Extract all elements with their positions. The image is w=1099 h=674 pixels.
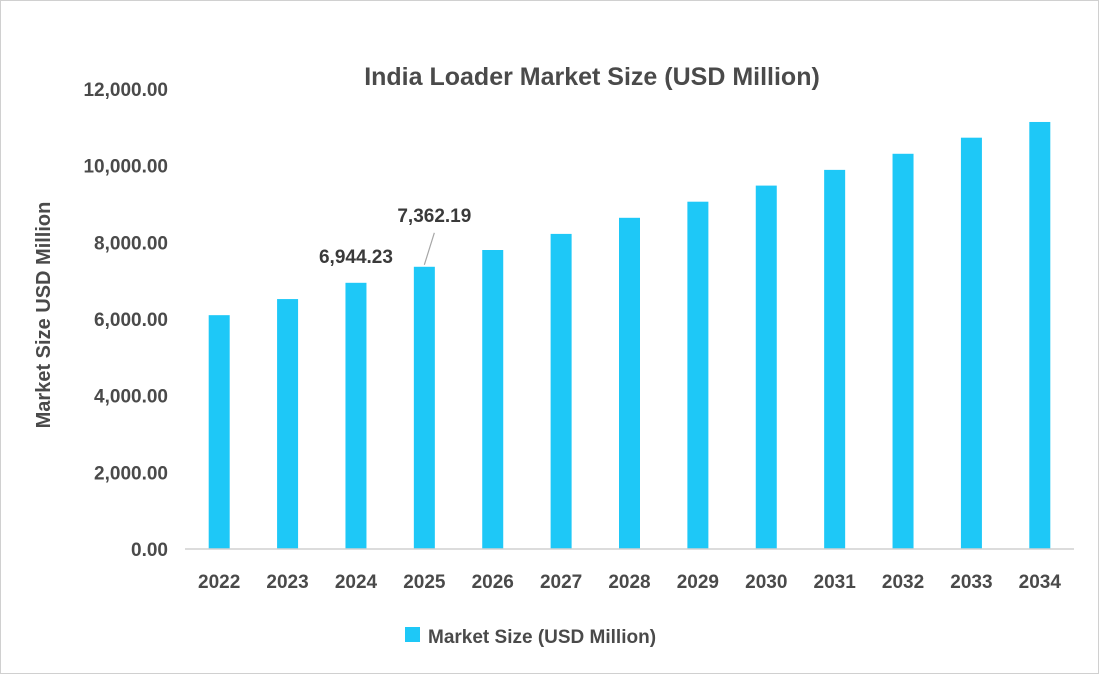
y-tick-label: 4,000.00 xyxy=(94,387,168,408)
bar xyxy=(619,217,640,550)
x-tick-label: 2028 xyxy=(608,572,650,593)
x-tick-label: 2032 xyxy=(882,572,924,593)
bar xyxy=(550,233,572,549)
x-tick-label: 2022 xyxy=(198,572,240,593)
data-labels-group: 6,944.237,362.19 xyxy=(319,206,471,268)
y-tick-label: 2,000.00 xyxy=(94,463,168,484)
y-tick-label: 8,000.00 xyxy=(94,233,168,254)
legend-label: Market Size (USD Million) xyxy=(428,627,656,648)
bar xyxy=(277,299,299,549)
bar xyxy=(892,153,914,550)
chart-title: India Loader Market Size (USD Million) xyxy=(364,63,820,91)
x-tick-label: 2029 xyxy=(677,572,719,593)
x-tick-label: 2025 xyxy=(403,572,446,593)
x-axis-ticks: 2022 2023 2024 2025 2026 2027 2028 2029 2030 2031… xyxy=(198,572,1061,593)
x-tick-label: 2026 xyxy=(472,572,514,593)
y-tick-label: 6,000.00 xyxy=(94,310,168,331)
y-tick-label: 10,000.00 xyxy=(83,157,168,178)
bar xyxy=(1029,121,1051,549)
x-tick-label: 2024 xyxy=(335,572,378,593)
y-tick-label: 0.00 xyxy=(131,540,168,561)
bar xyxy=(208,315,230,549)
legend: Market Size (USD Million) xyxy=(405,627,656,648)
x-tick-label: 2034 xyxy=(1019,572,1062,593)
bar xyxy=(824,169,846,549)
data-label: 7,362.19 xyxy=(397,206,471,227)
x-tick-label: 2023 xyxy=(266,572,308,593)
bar xyxy=(413,266,435,549)
bar xyxy=(960,137,982,549)
x-tick-label: 2031 xyxy=(814,572,857,593)
bar xyxy=(687,201,709,549)
data-label-leader-line xyxy=(423,232,435,265)
x-tick-label: 2033 xyxy=(950,572,992,593)
y-tick-label: 12,000.00 xyxy=(83,80,168,101)
bar xyxy=(482,250,504,549)
data-label: 6,944.23 xyxy=(319,247,393,268)
y-axis-title: Market Size USD Million xyxy=(33,202,55,429)
x-tick-label: 2027 xyxy=(540,572,582,593)
y-axis-ticks: 0.00 2,000.00 4,000.00 6,000.00 8,000.00 10,0… xyxy=(83,80,168,561)
legend-swatch xyxy=(405,627,420,642)
bars-group xyxy=(208,121,1051,550)
x-tick-label: 2030 xyxy=(745,572,787,593)
bar xyxy=(345,282,367,549)
bar xyxy=(755,185,777,549)
